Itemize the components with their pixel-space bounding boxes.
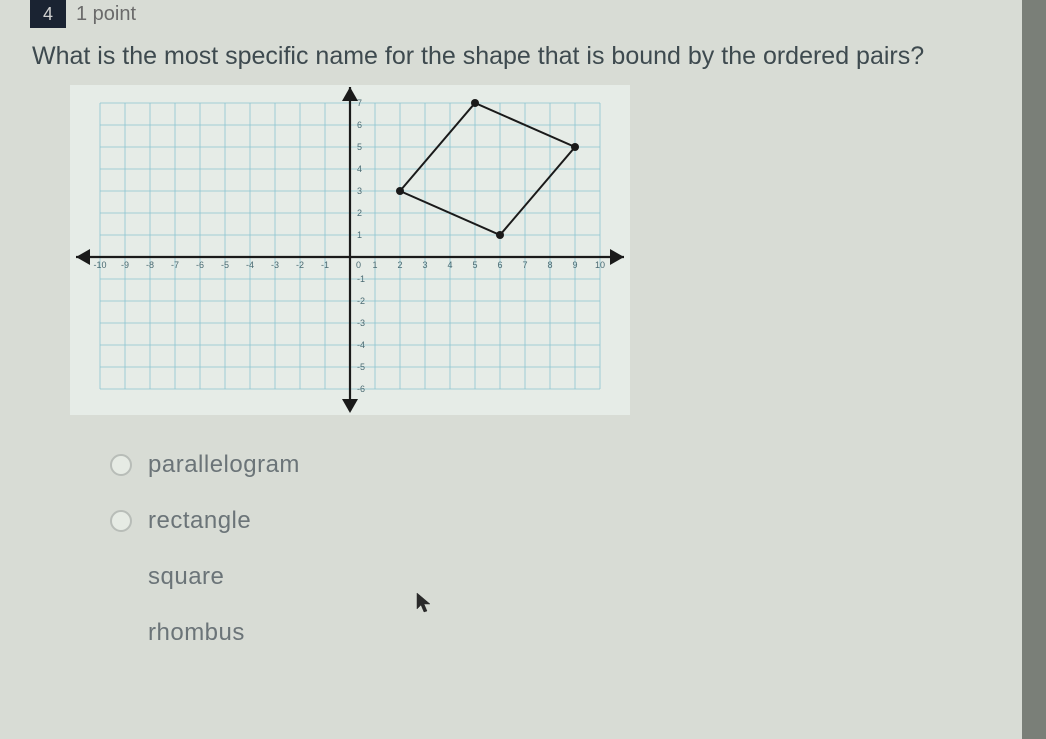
svg-text:7: 7	[357, 98, 362, 108]
coordinate-plane-graph: 0 1 2 3 4 5 6 7 8 9 10 -10 -9 -8 -7 -6 -5 -4 -3 -2 -1 1 2 3 4 5 6 7…	[70, 85, 630, 415]
svg-text:-5: -5	[221, 260, 229, 270]
screen-edge	[1022, 0, 1046, 739]
svg-text:-6: -6	[357, 384, 365, 394]
svg-text:2: 2	[357, 208, 362, 218]
svg-text:0: 0	[356, 260, 361, 270]
svg-text:2: 2	[397, 260, 402, 270]
svg-text:-8: -8	[146, 260, 154, 270]
option-label: rectangle	[148, 507, 251, 535]
question-number: 4	[43, 4, 53, 25]
svg-text:-3: -3	[271, 260, 279, 270]
svg-text:-4: -4	[246, 260, 254, 270]
svg-text:3: 3	[422, 260, 427, 270]
option-row[interactable]: square	[110, 563, 1016, 591]
option-row[interactable]: rhombus	[110, 619, 1016, 647]
option-label: rhombus	[148, 619, 245, 647]
svg-text:-1: -1	[321, 260, 329, 270]
question-text: What is the most specific name for the s…	[32, 42, 1016, 71]
svg-text:6: 6	[497, 260, 502, 270]
svg-text:-10: -10	[93, 260, 106, 270]
svg-text:7: 7	[522, 260, 527, 270]
option-row[interactable]: rectangle	[110, 507, 1016, 535]
radio-button[interactable]	[110, 510, 132, 532]
answer-options: parallelogram rectangle square rhombus	[110, 451, 1016, 647]
svg-text:8: 8	[547, 260, 552, 270]
svg-text:-7: -7	[171, 260, 179, 270]
svg-text:-1: -1	[357, 274, 365, 284]
option-label: parallelogram	[148, 451, 300, 479]
svg-text:9: 9	[572, 260, 577, 270]
points-label: 1 point	[76, 3, 136, 26]
option-label: square	[148, 563, 224, 591]
svg-text:5: 5	[357, 142, 362, 152]
svg-text:4: 4	[447, 260, 452, 270]
svg-text:1: 1	[372, 260, 377, 270]
svg-text:1: 1	[357, 230, 362, 240]
svg-text:3: 3	[357, 186, 362, 196]
svg-text:-3: -3	[357, 318, 365, 328]
option-row[interactable]: parallelogram	[110, 451, 1016, 479]
svg-text:-2: -2	[357, 296, 365, 306]
svg-text:-2: -2	[296, 260, 304, 270]
svg-text:10: 10	[595, 260, 605, 270]
svg-text:-6: -6	[196, 260, 204, 270]
svg-text:5: 5	[472, 260, 477, 270]
radio-button[interactable]	[110, 454, 132, 476]
question-number-box: 4	[30, 0, 66, 28]
svg-text:-4: -4	[357, 340, 365, 350]
svg-text:6: 6	[357, 120, 362, 130]
cursor-icon	[415, 591, 433, 615]
svg-text:-5: -5	[357, 362, 365, 372]
svg-text:4: 4	[357, 164, 362, 174]
svg-text:-9: -9	[121, 260, 129, 270]
question-header: 4 1 point	[30, 0, 1016, 28]
